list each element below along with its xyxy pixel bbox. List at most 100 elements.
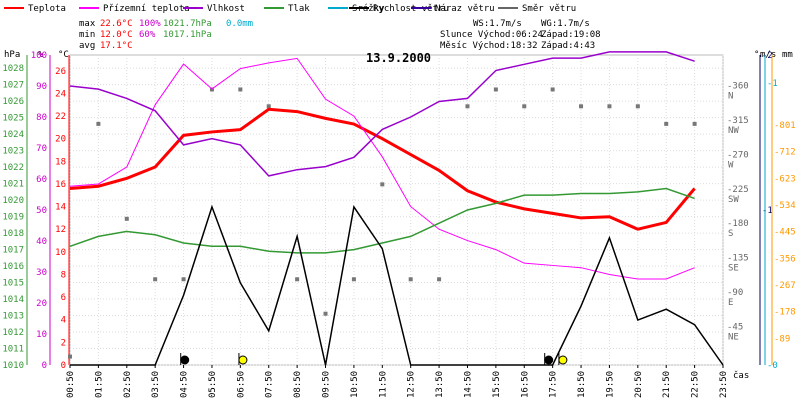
sun-icon	[558, 355, 568, 365]
info-moon-set: Západ:4:43	[541, 41, 595, 51]
radiation-tick-label: -534	[774, 201, 796, 211]
temp-tick-label: 26	[55, 67, 66, 77]
wind-direction-point	[96, 121, 101, 126]
wind-speed-axis-ticks: -1 -2	[759, 51, 773, 365]
hpa-tick-label: 1019	[2, 213, 24, 223]
hpa-tick-label: 1015	[2, 279, 24, 289]
series-lines	[69, 51, 724, 366]
wind-speed-tick-label: -2	[762, 51, 773, 61]
pct-tick-label: 60	[36, 175, 47, 185]
stats-max-rain: 0.0mm	[226, 19, 253, 29]
wind-direction-point	[124, 216, 129, 221]
temp-tick-label: 22	[55, 112, 66, 122]
radiation-tick-label: -712	[774, 148, 796, 158]
wind-direction-point	[550, 87, 555, 92]
temp-tick-label: 14	[55, 203, 66, 213]
radiation-tick-label: -267	[774, 281, 796, 291]
x-tick-label: 13:50	[435, 371, 445, 398]
hpa-tick-label: 1028	[2, 64, 24, 74]
hpa-tick-label: 1025	[2, 114, 24, 124]
x-tick-label: 01:50	[94, 371, 104, 398]
radiation-tick-label: -445	[774, 228, 796, 238]
x-axis-ticks: 00:50 01:50 02:50 03:50 04:50 05:50 06:50 07:50…	[66, 365, 729, 398]
direction-tick-name: NW	[728, 126, 739, 136]
x-tick-label: 05:50	[208, 371, 218, 398]
x-tick-label: 19:50	[605, 371, 615, 398]
grid	[69, 54, 724, 366]
pct-tick-label: 90	[36, 82, 47, 92]
hpa-tick-label: 1022	[2, 163, 24, 173]
legend-label: Přízemní teplota	[103, 4, 190, 14]
stats-min-humidity: 60%	[139, 30, 156, 40]
wind-direction-point	[181, 277, 186, 282]
direction-tick-name: SE	[728, 264, 739, 274]
percent-axis-label: %	[38, 50, 44, 60]
wind-direction-point	[692, 121, 697, 126]
temp-tick-label: 4	[61, 316, 66, 326]
hpa-tick-label: 1023	[2, 147, 24, 157]
wind-direction-point	[408, 277, 413, 282]
series-teplota	[69, 107, 696, 231]
x-tick-label: 21:50	[662, 371, 672, 398]
direction-tick-label: -180	[727, 219, 749, 229]
wind-direction-point	[522, 104, 527, 109]
direction-tick-label: -315	[727, 116, 749, 126]
pct-tick-label: 40	[36, 237, 47, 247]
stats-block: max 22.6°C 100% 1021.7hPa 0.0mm min 12.0…	[79, 19, 253, 51]
pct-tick-label: 80	[36, 113, 47, 123]
hpa-tick-label: 1010	[2, 361, 24, 371]
x-tick-label: 10:50	[350, 371, 360, 398]
x-tick-label: 12:50	[407, 371, 417, 398]
temp-tick-label: 12	[55, 225, 66, 235]
x-tick-label: 08:50	[293, 371, 303, 398]
radiation-tick-label: -356	[774, 254, 796, 264]
hpa-tick-label: 1011	[2, 345, 24, 355]
wind-direction-point	[465, 104, 470, 109]
temp-tick-label: 24	[55, 89, 66, 99]
x-tick-label: 00:50	[66, 371, 76, 398]
wind-direction-point	[238, 87, 243, 92]
temp-tick-label: 18	[55, 157, 66, 167]
direction-tick-name: S	[728, 229, 733, 239]
stats-max-label: max	[79, 19, 96, 29]
wind-direction-point	[323, 311, 328, 316]
hpa-tick-label: 1013	[2, 312, 24, 322]
x-tick-label: 17:50	[549, 371, 559, 398]
direction-tick-label: -225	[727, 185, 749, 195]
legend-label: Směr větru	[522, 4, 576, 14]
legend-label: Vlhkost	[207, 4, 245, 14]
wind-direction-point	[579, 104, 584, 109]
hpa-tick-label: 1024	[2, 130, 24, 140]
series-rychlost-větru	[70, 204, 724, 366]
moon-icon	[180, 355, 190, 365]
stats-avg-label: avg	[79, 41, 95, 51]
hpa-axis-ticks: 1028 1027 1026 1025 1024 1023 1022 1021 1020 1019…	[2, 55, 28, 371]
x-tick-label: 04:50	[180, 371, 190, 398]
x-tick-label: 07:50	[265, 371, 275, 398]
pct-tick-label: 50	[36, 206, 47, 216]
rain-tick-label: -0	[767, 361, 778, 371]
x-tick-label: 11:50	[378, 371, 388, 398]
temp-tick-label: 10	[55, 248, 66, 258]
stats-min-label: min	[79, 30, 95, 40]
hpa-tick-label: 1017	[2, 246, 24, 256]
direction-tick-label: -45	[727, 323, 743, 333]
pct-tick-label: 70	[36, 144, 47, 154]
radiation-tick-label: -623	[774, 174, 796, 184]
series-tlak	[69, 187, 695, 254]
sun-icon	[238, 355, 248, 365]
legend-label: Tlak	[288, 4, 310, 14]
hpa-tick-label: 1012	[2, 328, 24, 338]
wind-direction-point	[437, 277, 442, 282]
hpa-tick-label: 1014	[2, 295, 24, 305]
temp-tick-label: 2	[61, 338, 66, 348]
stats-avg-temp: 17.1°C	[100, 41, 133, 51]
x-tick-label: 20:50	[634, 371, 644, 398]
x-tick-label: 22:50	[691, 371, 701, 398]
radiation-axis-ticks: -801 -712 -623 -534 -445 -356 -267 -178 -89	[771, 55, 796, 365]
legend-label: Náraz větru	[435, 4, 495, 14]
pct-tick-label: 10	[36, 330, 47, 340]
series-vlhkost	[69, 51, 695, 177]
